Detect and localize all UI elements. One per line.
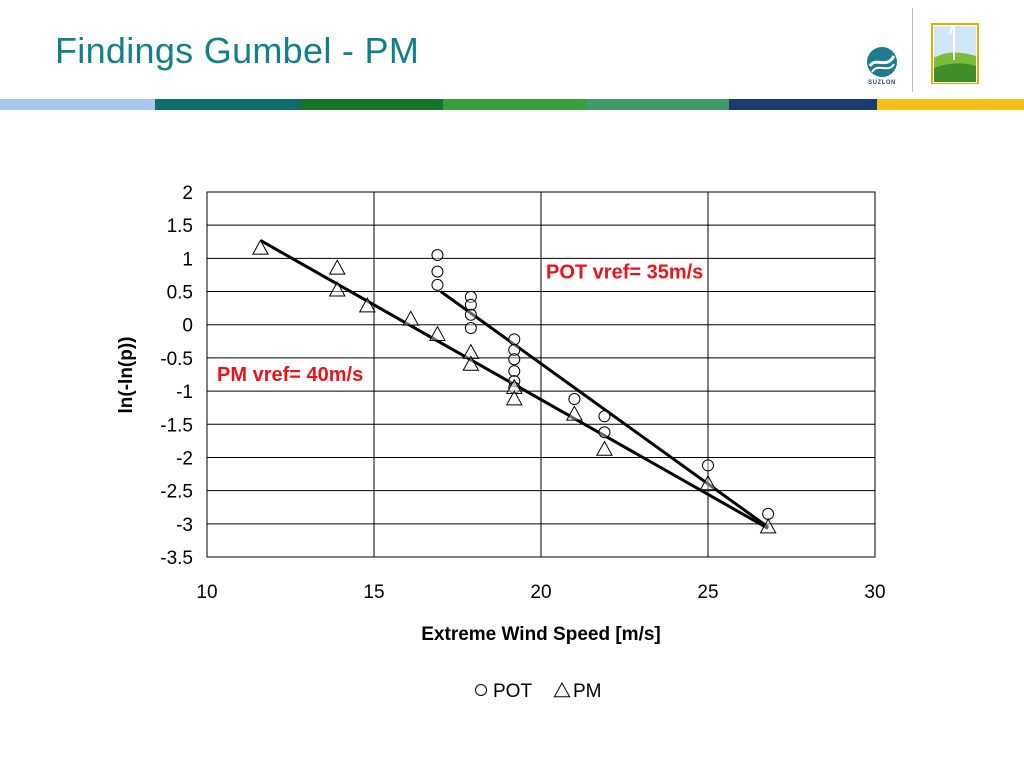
data-point-pot <box>508 365 521 378</box>
data-point-pm <box>251 239 269 255</box>
chart-annotation: POT vref= 35m/s <box>546 261 703 283</box>
color-bar-segment <box>587 99 729 110</box>
data-point-pot <box>598 410 611 423</box>
data-point-pot <box>508 333 521 346</box>
y-axis-label: ln(-ln(p)) <box>116 336 137 413</box>
color-bar-segment <box>300 99 443 110</box>
chart-annotation: PM vref= 40m/s <box>217 364 363 386</box>
data-point-pm <box>402 310 420 326</box>
y-tick-label: 0 <box>182 316 193 337</box>
data-point-pm <box>358 297 376 313</box>
logo-divider <box>912 8 913 92</box>
data-point-pot <box>702 459 714 472</box>
data-point-pot <box>431 265 444 278</box>
x-tick-label: 30 <box>864 582 885 603</box>
x-tick-label: 15 <box>363 582 384 603</box>
y-tick-label: -1.5 <box>160 415 193 436</box>
color-bar-segment <box>155 99 300 110</box>
y-tick-label: -0.5 <box>160 349 193 370</box>
company-logo: SUZLON <box>860 8 982 94</box>
fit-line-pm <box>259 239 769 530</box>
x-tick-label: 20 <box>530 582 551 603</box>
data-point-pot <box>464 322 477 335</box>
color-bar-segment <box>443 99 587 110</box>
data-point-pm <box>759 518 777 534</box>
data-point-pm <box>505 390 523 406</box>
data-point-pot <box>431 278 444 291</box>
y-tick-label: -2.5 <box>160 482 193 503</box>
data-point-pot <box>431 249 444 262</box>
x-axis-label: Extreme Wind Speed [m/s] <box>421 624 661 645</box>
data-point-pot <box>508 353 521 366</box>
y-tick-label: -3 <box>176 515 193 536</box>
y-tick-label: 1.5 <box>167 216 193 237</box>
legend-marker-pot <box>475 684 487 696</box>
data-point-pm <box>462 355 480 371</box>
data-point-pot <box>464 308 477 321</box>
header-color-bar <box>0 99 1024 110</box>
fit-line-pot <box>439 290 769 529</box>
y-tick-label: 1 <box>182 249 193 270</box>
wind-turbine-icon <box>931 9 979 84</box>
y-tick-label: 0.5 <box>167 283 193 304</box>
y-tick-label: 2 <box>182 183 193 204</box>
brand-name: SUZLON <box>868 80 896 86</box>
slide-title: Findings Gumbel - PM <box>55 30 420 71</box>
data-point-pm <box>328 281 346 297</box>
x-tick-label: 10 <box>196 582 217 603</box>
y-tick-label: -1 <box>176 382 193 403</box>
data-point-pm <box>505 378 523 395</box>
data-point-pot <box>508 343 521 356</box>
data-point-pm <box>565 405 583 421</box>
data-point-pot <box>464 298 477 311</box>
data-point-pot <box>598 426 611 439</box>
data-point-pm <box>462 343 480 359</box>
legend-label-pm: PM <box>573 681 602 702</box>
data-point-pm <box>429 325 446 341</box>
y-tick-label: -2 <box>176 448 193 469</box>
color-bar-segment <box>877 99 1024 110</box>
y-tick-label: -3.5 <box>160 548 193 569</box>
data-point-pm <box>699 474 717 491</box>
data-point-pot <box>762 507 775 520</box>
color-bar-segment <box>729 99 877 110</box>
color-bar-segment <box>0 99 155 110</box>
legend-marker-pm <box>553 681 571 698</box>
data-point-pot <box>568 393 581 406</box>
data-point-pm <box>328 259 346 275</box>
suzlon-logo-icon <box>867 47 897 77</box>
legend-label-pot: POT <box>493 681 532 702</box>
data-point-pm <box>596 440 613 456</box>
x-tick-label: 25 <box>697 582 718 603</box>
